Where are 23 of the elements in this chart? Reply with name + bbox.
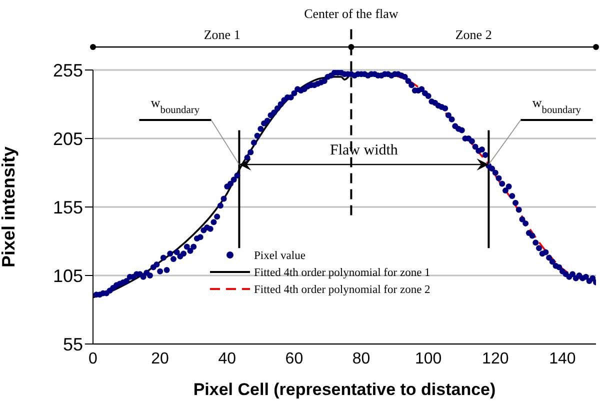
x-tick-label: 80 xyxy=(352,350,370,368)
text: Zone 2 xyxy=(455,27,492,42)
legend-label: Fitted 4th order polynomial for zone 2 xyxy=(254,284,431,296)
y-tick-label: 105 xyxy=(52,266,83,286)
y-tick-label: 205 xyxy=(52,128,83,149)
x-axis-title: Pixel Cell (representative to distance) xyxy=(193,380,496,399)
y-tick-label: 55 xyxy=(62,334,83,354)
x-tick-label: 40 xyxy=(218,350,236,368)
annotation: w$_{boundary}$ xyxy=(532,95,582,116)
annotation: w$_{boundary}$ xyxy=(150,95,200,116)
legend-label: Pixel value xyxy=(254,250,306,262)
x-tick-label: 140 xyxy=(549,350,576,368)
x-tick-label: 0 xyxy=(88,350,98,368)
y-axis-title: Pixel intensity xyxy=(0,146,18,268)
y-tick-label: 255 xyxy=(52,60,83,80)
x-tick-label: 20 xyxy=(151,350,170,368)
text: Zone 1 xyxy=(204,27,240,42)
ref-line-label: Center of the flaw xyxy=(304,6,399,21)
x-tick-label: 60 xyxy=(285,350,304,368)
x-tick-label: 120 xyxy=(482,350,509,368)
legend-label: Fitted 4th order polynomial for zone 1 xyxy=(254,267,431,279)
y-tick-label: 155 xyxy=(52,197,83,218)
x-tick-label: 100 xyxy=(414,350,442,368)
